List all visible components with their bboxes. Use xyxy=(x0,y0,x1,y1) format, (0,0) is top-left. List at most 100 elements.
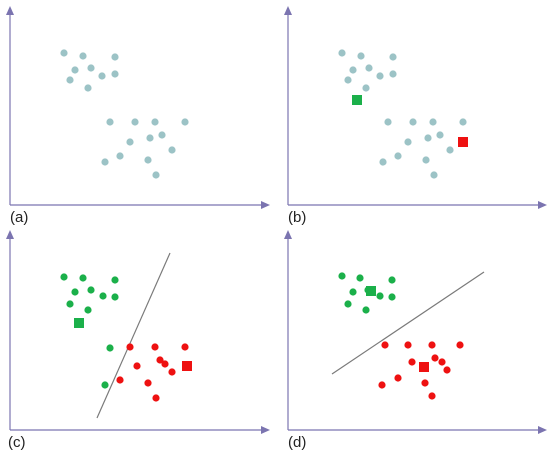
data-point xyxy=(66,76,74,84)
data-point-red xyxy=(126,343,134,351)
data-point-green xyxy=(66,300,74,308)
y-axis-arrow-icon xyxy=(284,230,292,239)
data-point-green xyxy=(71,288,79,296)
decision-boundary xyxy=(96,252,171,419)
decision-boundary xyxy=(331,271,485,375)
data-point xyxy=(379,158,387,166)
centroid-red xyxy=(182,361,192,371)
centroid-red xyxy=(419,362,429,372)
data-point-red xyxy=(456,341,464,349)
data-point xyxy=(60,49,68,57)
data-point-green xyxy=(388,293,396,301)
data-point xyxy=(357,52,365,60)
centroid-green xyxy=(352,95,362,105)
y-axis-arrow-icon xyxy=(6,230,14,239)
data-point-red xyxy=(161,360,169,368)
panel-label-c: (c) xyxy=(8,434,26,451)
data-point-green xyxy=(111,293,119,301)
data-point xyxy=(71,66,79,74)
centroid-green xyxy=(366,286,376,296)
data-point-green xyxy=(84,306,92,314)
data-point-red xyxy=(428,392,436,400)
data-point-red xyxy=(378,381,386,389)
panel-d: (d) xyxy=(284,230,547,451)
data-point-red xyxy=(116,376,124,384)
data-point xyxy=(376,72,384,80)
data-point xyxy=(131,118,139,126)
data-point xyxy=(144,156,152,164)
data-point xyxy=(404,138,412,146)
data-point xyxy=(158,131,166,139)
data-point-red xyxy=(428,341,436,349)
data-point-green xyxy=(362,306,370,314)
data-point xyxy=(389,53,397,61)
data-point xyxy=(394,152,402,160)
panel-label-b: (b) xyxy=(288,209,306,226)
data-point xyxy=(111,70,119,78)
data-point xyxy=(111,53,119,61)
data-point-green xyxy=(376,292,384,300)
data-point-green xyxy=(356,274,364,282)
data-point xyxy=(87,64,95,72)
data-point xyxy=(362,84,370,92)
x-axis-arrow-icon xyxy=(261,201,270,209)
data-point-red xyxy=(181,343,189,351)
data-point xyxy=(389,70,397,78)
data-point xyxy=(181,118,189,126)
panel-label-a: (a) xyxy=(10,209,28,226)
data-point xyxy=(152,171,160,179)
data-point-red xyxy=(408,358,416,366)
data-point-green xyxy=(99,292,107,300)
panel-b: (b) xyxy=(284,6,547,226)
x-axis-arrow-icon xyxy=(261,426,270,434)
centroid-red xyxy=(458,137,468,147)
data-point xyxy=(349,66,357,74)
data-point-red xyxy=(404,341,412,349)
data-point-red xyxy=(381,341,389,349)
data-point-green xyxy=(111,276,119,284)
panel-c: (c) xyxy=(6,230,270,451)
data-point-red xyxy=(438,358,446,366)
data-point xyxy=(365,64,373,72)
data-point xyxy=(424,134,432,142)
data-point xyxy=(422,156,430,164)
data-point xyxy=(106,118,114,126)
panel-label-d: (d) xyxy=(288,434,306,451)
data-point xyxy=(384,118,392,126)
data-point-red xyxy=(156,356,164,364)
data-point xyxy=(430,171,438,179)
data-point-red xyxy=(421,379,429,387)
data-point xyxy=(446,146,454,154)
data-point-green xyxy=(344,300,352,308)
data-point xyxy=(116,152,124,160)
data-point xyxy=(344,76,352,84)
y-axis-arrow-icon xyxy=(284,6,292,15)
data-point-green xyxy=(101,381,109,389)
data-point-green xyxy=(388,276,396,284)
data-point-red xyxy=(144,379,152,387)
data-point-green xyxy=(349,288,357,296)
data-point xyxy=(409,118,417,126)
panel-a: (a) xyxy=(6,6,270,226)
data-point xyxy=(98,72,106,80)
data-point xyxy=(459,118,467,126)
data-point-red xyxy=(168,368,176,376)
x-axis-arrow-icon xyxy=(538,201,547,209)
data-point xyxy=(151,118,159,126)
data-point-red xyxy=(151,343,159,351)
data-point-red xyxy=(152,394,160,402)
data-point xyxy=(126,138,134,146)
data-point xyxy=(79,52,87,60)
data-point xyxy=(146,134,154,142)
data-point xyxy=(429,118,437,126)
data-point xyxy=(338,49,346,57)
data-point-red xyxy=(133,362,141,370)
data-point-green xyxy=(87,286,95,294)
x-axis-arrow-icon xyxy=(538,426,547,434)
y-axis-arrow-icon xyxy=(6,6,14,15)
data-point xyxy=(168,146,176,154)
data-point-green xyxy=(60,273,68,281)
data-point xyxy=(84,84,92,92)
data-point-red xyxy=(394,374,402,382)
